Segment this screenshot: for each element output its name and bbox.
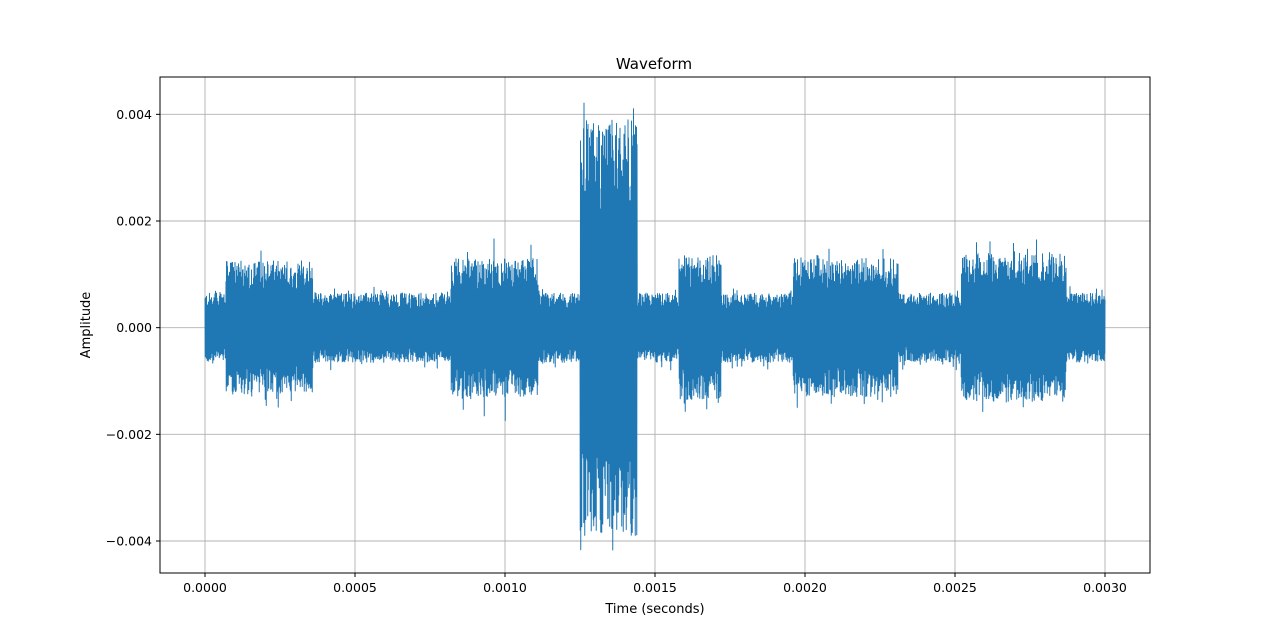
chart-title: Waveform xyxy=(616,55,692,73)
y-tick-label: −0.004 xyxy=(106,534,152,549)
x-axis-label: Time (seconds) xyxy=(604,602,704,617)
y-axis: 0.004 0.002 0.000 −0.002 −0.004 xyxy=(106,107,160,549)
x-tick-label: 0.0005 xyxy=(333,580,377,595)
plot-area xyxy=(204,102,1106,551)
x-tick-label: 0.0015 xyxy=(633,580,677,595)
y-tick-label: 0.002 xyxy=(116,214,152,229)
x-tick-label: 0.0030 xyxy=(1083,580,1127,595)
x-axis: 0.0000 0.0005 0.0010 0.0015 0.0020 0.0025 0.00… xyxy=(183,573,1127,595)
waveform-series-line xyxy=(204,102,1106,551)
y-tick-label: −0.002 xyxy=(106,427,152,442)
x-tick-label: 0.0020 xyxy=(783,580,827,595)
y-tick-label: 0.000 xyxy=(116,320,152,335)
x-tick-label: 0.0010 xyxy=(483,580,527,595)
y-axis-label: Amplitude xyxy=(79,292,94,359)
x-tick-label: 0.0000 xyxy=(183,580,227,595)
y-tick-label: 0.004 xyxy=(116,107,152,122)
x-tick-label: 0.0025 xyxy=(933,580,977,595)
